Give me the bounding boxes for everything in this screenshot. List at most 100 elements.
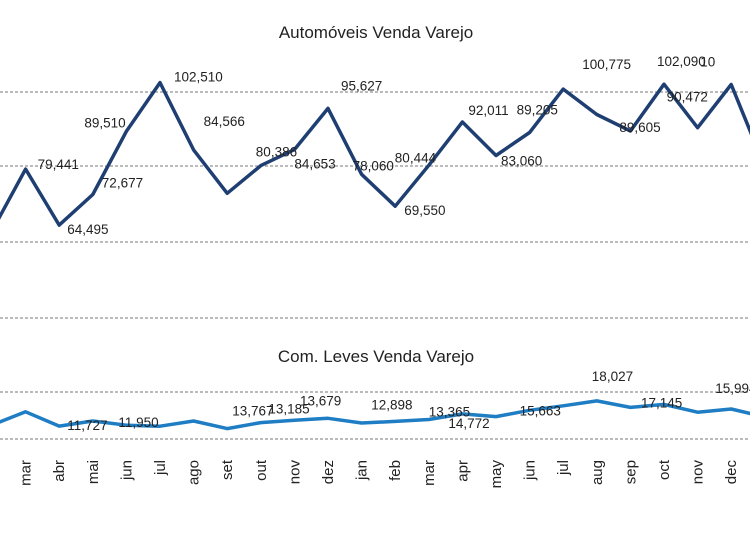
x-tick-17: aug: [589, 460, 606, 485]
top-point-12: [394, 205, 396, 207]
x-tick-12: mar: [421, 460, 438, 486]
x-tick-18: sep: [622, 460, 639, 484]
top-data-label-22: 10: [700, 55, 715, 70]
bottom-point-15: [495, 416, 497, 418]
bottom-point-21: [697, 411, 699, 413]
top-point-21: [697, 127, 699, 129]
top-point-19: [629, 130, 631, 132]
x-tick-21: dec: [723, 460, 740, 485]
bottom-point-6: [193, 420, 195, 422]
top-point-6: [193, 149, 195, 151]
top-data-label-4: 89,510: [84, 115, 125, 130]
bottom-point-2: [58, 425, 60, 427]
bottom-data-label-9: 13,185: [268, 401, 309, 416]
top-point-7: [226, 192, 228, 194]
top-data-label-19: 89,605: [619, 120, 660, 135]
top-data-label-14: 92,011: [468, 103, 508, 118]
x-tick-2: mai: [85, 460, 102, 484]
x-tick-8: nov: [286, 460, 303, 485]
bottom-data-label-10: 13,679: [300, 393, 341, 408]
x-tick-11: feb: [387, 460, 404, 481]
top-point-18: [596, 114, 598, 115]
top-point-20: [663, 83, 665, 85]
top-point-15: [495, 155, 497, 157]
bottom-data-label-13: 13,365: [429, 405, 470, 420]
top-data-label-20: 102,090: [657, 54, 706, 69]
top-data-label-10: 95,627: [341, 78, 382, 93]
bottom-point-7: [226, 428, 228, 430]
top-point-5: [159, 82, 161, 84]
bottom-point-13: [428, 419, 430, 421]
top-data-label-6: 84,566: [204, 114, 245, 129]
bottom-point-20: [663, 403, 665, 405]
top-data-label-15: 83,060: [501, 154, 542, 169]
bottom-point-19: [629, 406, 631, 408]
x-tick-1: abr: [51, 460, 68, 482]
top-data-label-8: 80,386: [256, 145, 297, 160]
bottom-data-label-14: 14,772: [448, 416, 489, 431]
x-axis-ticks: mar abr mai jun jul ago set out nov dez jan feb mar a…: [18, 459, 741, 488]
x-tick-16: jul: [555, 460, 572, 476]
x-tick-13: apr: [454, 460, 471, 482]
bottom-point-12: [394, 420, 396, 422]
x-tick-9: dez: [320, 460, 337, 484]
bottom-point-8: [260, 422, 262, 424]
top-point-8: [260, 165, 262, 167]
top-point-13: [428, 164, 430, 166]
top-point-17: [562, 88, 564, 90]
top-data-label-21: 90,472: [667, 90, 708, 105]
top-point-11: [361, 173, 363, 175]
x-tick-19: oct: [656, 459, 673, 480]
x-tick-0: mar: [18, 460, 35, 486]
bottom-point-4: [125, 424, 127, 426]
bottom-data-label-7: 13,767: [232, 404, 273, 419]
top-data-label-9: 84,653: [294, 157, 335, 172]
top-point-10: [327, 107, 329, 109]
top-point-14: [461, 121, 463, 123]
bottom-point-1: [25, 411, 27, 413]
bottom-chart-title: Com. Leves Venda Varejo: [278, 347, 474, 366]
bottom-point-22: [730, 408, 732, 410]
top-data-label-1: 79,441: [38, 157, 79, 172]
bottom-point-18: [596, 400, 598, 402]
top-series: 79,441 64,495 72,677 89,510 102,510 84,566 80,…: [0, 54, 750, 237]
bottom-data-label-18: 18,027: [592, 369, 633, 384]
top-data-label-12: 69,550: [404, 203, 445, 218]
top-data-label-5: 102,510: [174, 70, 223, 85]
top-data-label-13: 80,444: [395, 150, 437, 165]
x-tick-14: may: [488, 460, 505, 489]
x-tick-3: jun: [118, 460, 135, 481]
x-tick-5: ago: [186, 460, 203, 485]
x-tick-15: jun: [522, 460, 539, 481]
bottom-point-17: [562, 405, 564, 407]
top-data-label-16: 89,205: [517, 102, 558, 117]
top-point-2: [58, 224, 60, 226]
top-point-1: [25, 168, 27, 170]
x-tick-6: set: [219, 459, 236, 480]
grid-bottom: [0, 391, 750, 440]
bottom-data-label-20: 17,145: [641, 395, 682, 410]
bottom-point-9: [293, 419, 295, 421]
top-data-label-3: 72,677: [102, 175, 143, 190]
top-point-16: [529, 131, 531, 133]
bottom-point-11: [361, 422, 363, 424]
bottom-point-10: [327, 417, 329, 419]
top-chart-title: Automóveis Venda Varejo: [279, 23, 473, 42]
bottom-point-14: [461, 413, 463, 415]
bottom-data-label-22: 15,994: [715, 381, 750, 396]
top-data-label-2: 64,495: [67, 222, 108, 237]
bottom-point-3: [92, 420, 94, 422]
top-line: [0, 80, 750, 227]
grid-top: [0, 91, 750, 319]
x-tick-4: jul: [152, 460, 169, 476]
bottom-data-label-4: 11,950: [118, 415, 158, 430]
top-point-9: [293, 149, 295, 151]
x-tick-7: out: [253, 459, 270, 481]
top-point-4: [125, 130, 127, 132]
bottom-line: [0, 399, 750, 431]
top-point-22: [730, 84, 732, 85]
bottom-point-16: [529, 409, 531, 411]
top-point-3: [92, 193, 94, 195]
